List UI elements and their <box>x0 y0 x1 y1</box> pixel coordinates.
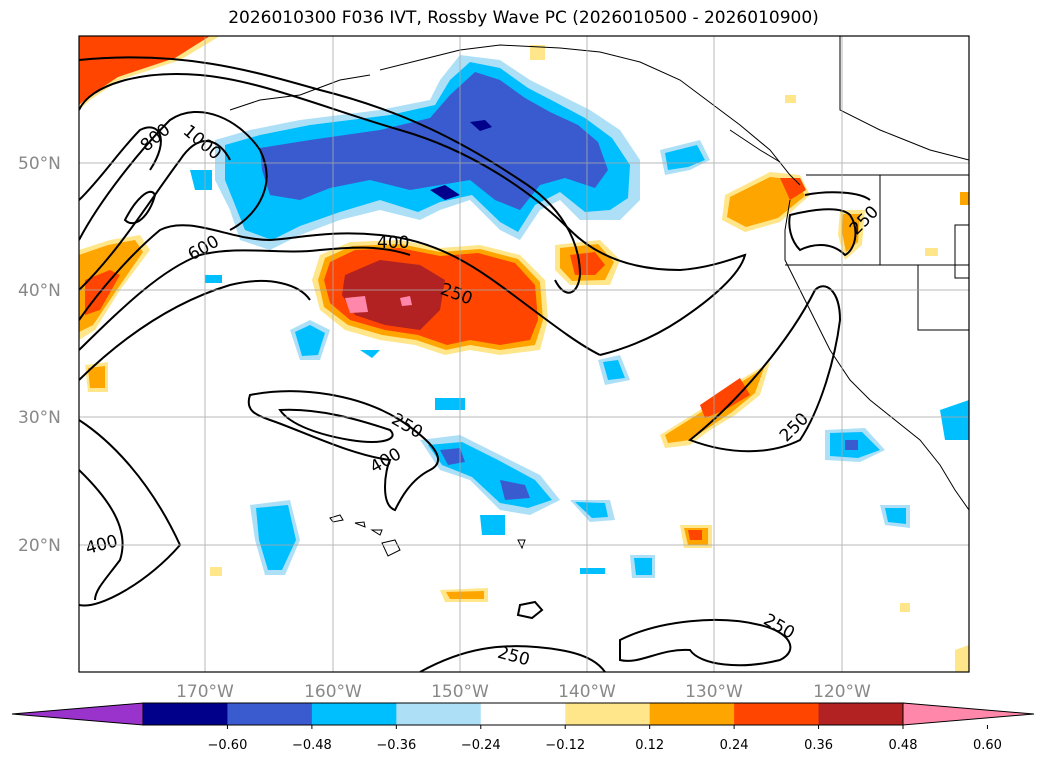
colorbar-segment <box>396 703 482 725</box>
gridlines <box>79 36 969 672</box>
map-title: 2026010300 F036 IVT, Rossby Wave PC (202… <box>228 8 819 28</box>
lon-label-140w: 140°W <box>558 682 616 702</box>
colorbar-segment <box>734 703 820 725</box>
colorbar-tick-label: 0.24 <box>720 738 749 753</box>
colorbar-segment <box>818 703 904 725</box>
colorbar-tick-label: −0.36 <box>376 738 416 753</box>
positive-anomaly-fills <box>79 36 969 672</box>
colorbar-tick-label: 0.12 <box>635 738 664 753</box>
colorbar-frame <box>142 702 904 726</box>
hawaiian-islands <box>329 514 526 557</box>
lon-label-150w: 150°W <box>431 682 489 702</box>
map-frame <box>78 35 970 673</box>
lon-label-130w: 130°W <box>685 682 743 702</box>
colorbar-tick-label: −0.12 <box>545 738 585 753</box>
colorbar: −0.60 −0.48 −0.36 −0.24 −0.12 0.12 0.24 0.36 0.4… <box>11 702 1035 753</box>
coastlines <box>229 36 969 511</box>
latitude-labels: 50°N 40°N 30°N 20°N <box>18 154 61 556</box>
colorbar-segment <box>480 703 566 725</box>
colorbar-extend-max <box>902 702 1035 726</box>
colorbar-segment <box>311 703 397 725</box>
lat-label-50n: 50°N <box>18 154 61 174</box>
colorbar-extend-min <box>11 702 144 726</box>
colorbar-tick-label: 0.60 <box>973 738 1002 753</box>
longitude-labels: 170°W 160°W 150°W 140°W 130°W 120°W <box>176 682 871 702</box>
lon-label-170w: 170°W <box>176 682 234 702</box>
contour-label: 400 <box>377 233 409 253</box>
contour-lines <box>79 56 871 672</box>
negative-anomaly-fills <box>190 55 969 578</box>
colorbar-tick-label: −0.24 <box>461 738 501 753</box>
colorbar-tick-label: 0.36 <box>804 738 833 753</box>
colorbar-tick-label: −0.48 <box>292 738 332 753</box>
lat-label-20n: 20°N <box>18 536 61 556</box>
lon-label-160w: 160°W <box>304 682 362 702</box>
colorbar-tick-label: −0.60 <box>208 738 248 753</box>
lon-label-120w: 120°W <box>813 682 871 702</box>
colorbar-segment <box>565 703 651 725</box>
lat-label-30n: 30°N <box>18 408 61 428</box>
lat-label-40n: 40°N <box>18 281 61 301</box>
colorbar-segment <box>227 703 313 725</box>
map-area: 800 1000 600 400 250 250 400 250 250 400… <box>79 36 969 672</box>
colorbar-tick-label: 0.48 <box>889 738 918 753</box>
colorbar-segment <box>649 703 735 725</box>
colorbar-segment <box>143 703 228 725</box>
